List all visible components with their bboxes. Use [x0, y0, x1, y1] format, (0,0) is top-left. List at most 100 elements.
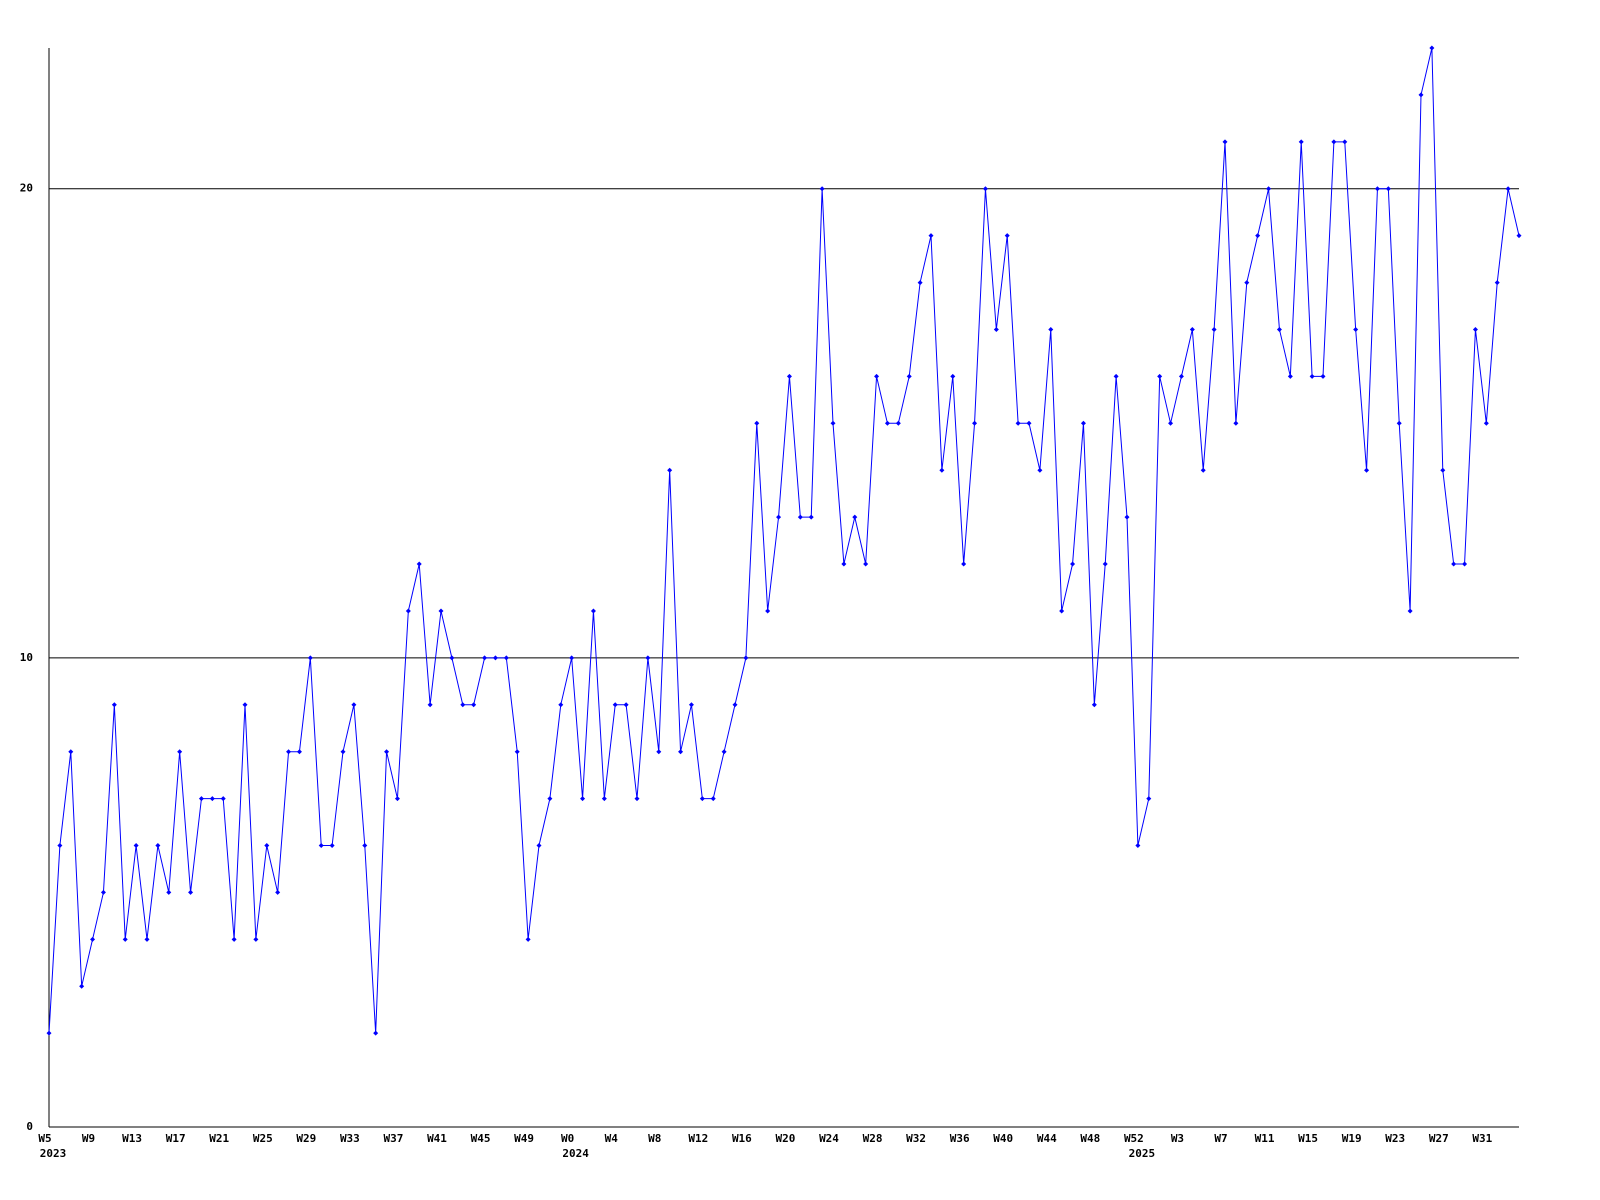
- point: [808, 514, 814, 520]
- point: [525, 936, 531, 942]
- x-tick-label: W24: [819, 1132, 839, 1145]
- x-tick-label: W31: [1472, 1132, 1492, 1145]
- point: [743, 655, 749, 661]
- point: [351, 702, 357, 708]
- point: [1102, 561, 1108, 567]
- point: [993, 326, 999, 332]
- point: [776, 514, 782, 520]
- point: [688, 702, 694, 708]
- point: [133, 843, 139, 849]
- x-tick-label: W45: [471, 1132, 491, 1145]
- x-tick-label: W17: [166, 1132, 186, 1145]
- point: [1429, 45, 1435, 51]
- point: [57, 843, 63, 849]
- x-tick-label: W29: [296, 1132, 316, 1145]
- point: [1483, 420, 1489, 426]
- point: [1418, 92, 1424, 98]
- point: [1015, 420, 1021, 426]
- point: [972, 420, 978, 426]
- point: [394, 796, 400, 802]
- x-tick-label: W33: [340, 1132, 360, 1145]
- x-year-label: 2023: [40, 1147, 67, 1160]
- point: [177, 749, 183, 755]
- point: [220, 796, 226, 802]
- x-tick-label: W27: [1429, 1132, 1449, 1145]
- point: [111, 702, 117, 708]
- point: [590, 608, 596, 614]
- x-tick-label: W52: [1124, 1132, 1144, 1145]
- point: [1080, 420, 1086, 426]
- point: [503, 655, 509, 661]
- point: [765, 608, 771, 614]
- point: [1516, 233, 1522, 239]
- point: [1091, 702, 1097, 708]
- point: [601, 796, 607, 802]
- x-tick-label: W21: [209, 1132, 229, 1145]
- point: [1331, 139, 1337, 145]
- point: [710, 796, 716, 802]
- x-tick-label: W19: [1342, 1132, 1362, 1145]
- x-tick-label: W44: [1037, 1132, 1057, 1145]
- x-tick-label: W49: [514, 1132, 534, 1145]
- x-year-label: 2025: [1129, 1147, 1156, 1160]
- point: [1320, 373, 1326, 379]
- x-tick-label: W7: [1214, 1132, 1227, 1145]
- point: [198, 796, 204, 802]
- x-tick-label: W15: [1298, 1132, 1318, 1145]
- point: [144, 936, 150, 942]
- point: [1233, 420, 1239, 426]
- point: [547, 796, 553, 802]
- point: [612, 702, 618, 708]
- point: [1287, 373, 1293, 379]
- x-tick-label: W25: [253, 1132, 273, 1145]
- point: [1266, 186, 1272, 192]
- point: [449, 655, 455, 661]
- point: [928, 233, 934, 239]
- point: [917, 280, 923, 286]
- point: [1222, 139, 1228, 145]
- x-tick-label: W40: [993, 1132, 1013, 1145]
- x-tick-label: W28: [863, 1132, 883, 1145]
- point: [1059, 608, 1065, 614]
- point: [797, 514, 803, 520]
- point: [318, 843, 324, 849]
- point: [1451, 561, 1457, 567]
- point: [242, 702, 248, 708]
- point: [852, 514, 858, 520]
- point: [1157, 373, 1163, 379]
- point: [1374, 186, 1380, 192]
- point: [580, 796, 586, 802]
- point: [1048, 326, 1054, 332]
- point: [623, 702, 629, 708]
- x-tick-label: W41: [427, 1132, 447, 1145]
- point: [1396, 420, 1402, 426]
- point: [1113, 373, 1119, 379]
- point: [786, 373, 792, 379]
- point: [558, 702, 564, 708]
- point: [188, 889, 194, 895]
- point: [1168, 420, 1174, 426]
- point: [1276, 326, 1282, 332]
- point: [1178, 373, 1184, 379]
- point: [286, 749, 292, 755]
- point: [90, 936, 96, 942]
- x-tick-label: W5: [38, 1132, 51, 1145]
- point: [1200, 467, 1206, 473]
- point: [340, 749, 346, 755]
- point: [1298, 139, 1304, 145]
- point: [1211, 326, 1217, 332]
- point: [231, 936, 237, 942]
- point: [416, 561, 422, 567]
- point: [895, 420, 901, 426]
- point: [536, 843, 542, 849]
- point: [79, 983, 85, 989]
- point: [329, 843, 335, 849]
- point: [874, 373, 880, 379]
- x-tick-label: W0: [561, 1132, 574, 1145]
- point: [634, 796, 640, 802]
- point: [514, 749, 520, 755]
- point: [699, 796, 705, 802]
- point: [1440, 467, 1446, 473]
- point: [830, 420, 836, 426]
- point: [253, 936, 259, 942]
